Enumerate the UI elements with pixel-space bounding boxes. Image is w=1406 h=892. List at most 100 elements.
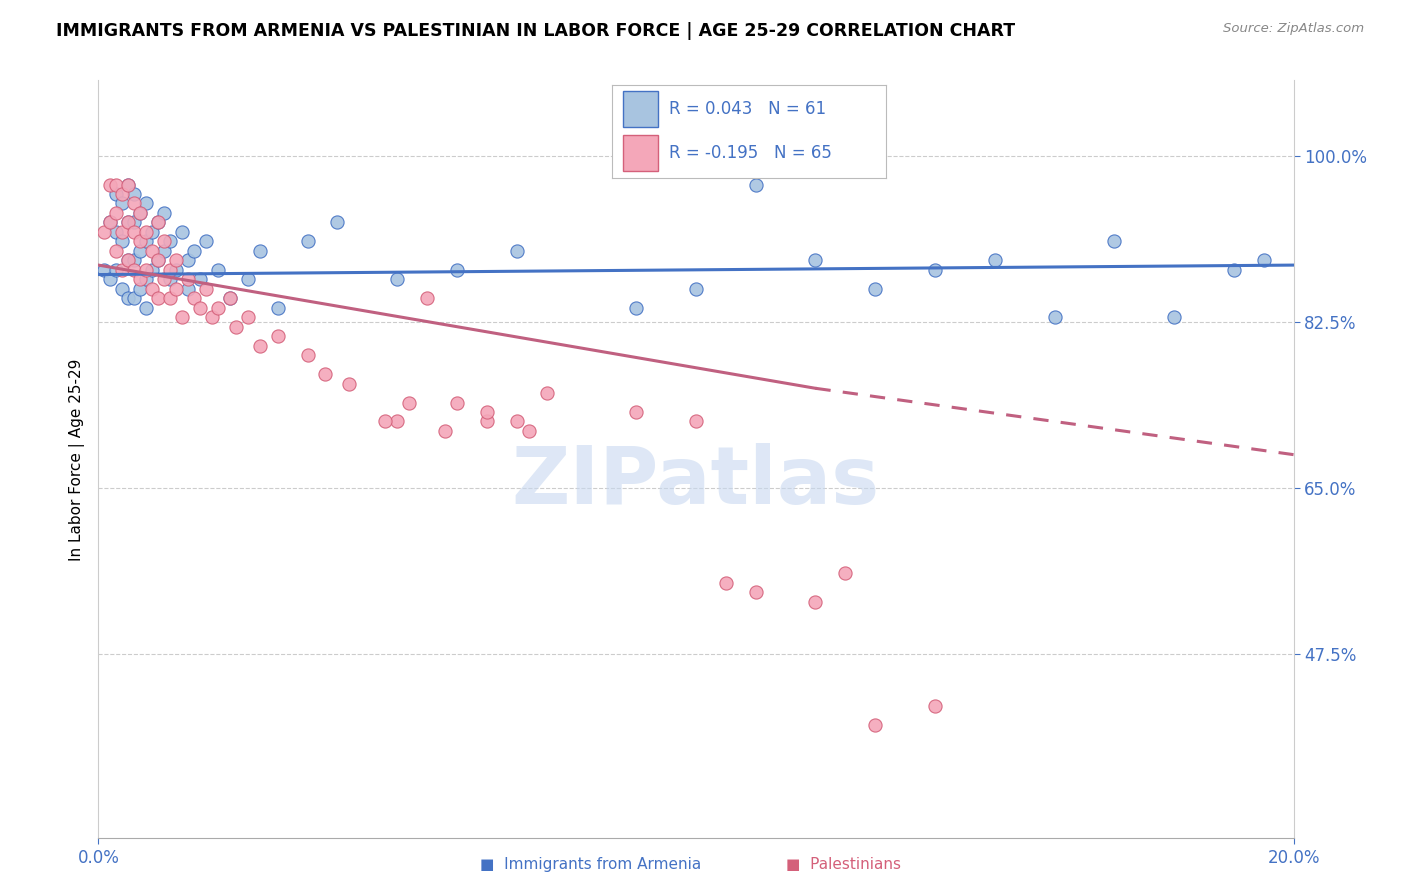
Point	[129, 282, 152, 296]
Point	[188, 272, 211, 286]
Point	[135, 263, 157, 277]
Point	[172, 225, 194, 239]
Point	[177, 272, 200, 286]
Point	[236, 310, 259, 325]
Point	[111, 263, 134, 277]
Point	[685, 415, 707, 429]
Point	[129, 206, 152, 220]
Point	[124, 263, 146, 277]
Point	[865, 282, 887, 296]
Point	[148, 215, 170, 229]
Point	[117, 253, 139, 268]
Point	[267, 301, 290, 315]
Point	[148, 253, 170, 268]
Point	[183, 291, 205, 305]
Point	[326, 215, 349, 229]
Point	[1253, 253, 1275, 268]
Point	[374, 415, 396, 429]
Point	[1163, 310, 1185, 325]
Point	[148, 291, 170, 305]
Point	[183, 244, 205, 258]
Point	[177, 253, 200, 268]
Point	[159, 235, 181, 249]
Point	[984, 253, 1007, 268]
Point	[159, 272, 181, 286]
Point	[93, 225, 115, 239]
Point	[105, 263, 128, 277]
Point	[745, 178, 768, 192]
Point	[105, 244, 128, 258]
Point	[105, 178, 128, 192]
Point	[385, 415, 409, 429]
Point	[267, 329, 290, 343]
Point	[98, 272, 122, 286]
Point	[117, 215, 139, 229]
Point	[195, 235, 218, 249]
Point	[117, 291, 139, 305]
Point	[249, 339, 271, 353]
Point	[124, 225, 146, 239]
Point	[129, 235, 152, 249]
Point	[111, 235, 134, 249]
Point	[506, 244, 529, 258]
Text: ■  Immigrants from Armenia: ■ Immigrants from Armenia	[479, 857, 702, 872]
Point	[685, 282, 707, 296]
Point	[834, 566, 856, 581]
Point	[188, 301, 211, 315]
Point	[249, 244, 271, 258]
Point	[153, 272, 176, 286]
Point	[315, 367, 337, 381]
Point	[177, 282, 200, 296]
Point	[129, 206, 152, 220]
Point	[626, 301, 648, 315]
Point	[416, 291, 439, 305]
Point	[1043, 310, 1066, 325]
Point	[148, 215, 170, 229]
Point	[714, 575, 737, 590]
Point	[111, 225, 134, 239]
Text: ZIPatlas: ZIPatlas	[512, 443, 880, 521]
Point	[135, 225, 157, 239]
Point	[105, 187, 128, 202]
Point	[172, 310, 194, 325]
Point	[141, 244, 163, 258]
Point	[745, 585, 768, 599]
Point	[117, 178, 139, 192]
Point	[124, 253, 146, 268]
Bar	[623, 91, 658, 127]
Point	[111, 196, 134, 211]
Point	[141, 263, 163, 277]
Point	[924, 698, 946, 713]
Point	[446, 263, 468, 277]
Point	[141, 225, 163, 239]
Point	[195, 282, 218, 296]
Point	[536, 386, 558, 401]
Point	[135, 235, 157, 249]
Text: Source: ZipAtlas.com: Source: ZipAtlas.com	[1223, 22, 1364, 36]
Point	[626, 405, 648, 419]
Point	[475, 415, 498, 429]
Point	[129, 272, 152, 286]
Point	[1104, 235, 1126, 249]
Point	[117, 178, 139, 192]
Point	[804, 253, 827, 268]
Point	[207, 263, 229, 277]
Point	[124, 291, 146, 305]
Point	[165, 253, 187, 268]
Point	[804, 594, 827, 608]
Point	[219, 291, 242, 305]
Point	[865, 718, 887, 732]
Point	[236, 272, 259, 286]
Point	[475, 405, 498, 419]
Point	[135, 272, 157, 286]
Point	[129, 244, 152, 258]
Text: IMMIGRANTS FROM ARMENIA VS PALESTINIAN IN LABOR FORCE | AGE 25-29 CORRELATION CH: IMMIGRANTS FROM ARMENIA VS PALESTINIAN I…	[56, 22, 1015, 40]
Text: R = 0.043   N = 61: R = 0.043 N = 61	[669, 100, 827, 118]
Point	[201, 310, 224, 325]
Point	[159, 263, 181, 277]
Point	[111, 187, 134, 202]
Point	[124, 215, 146, 229]
Point	[924, 263, 946, 277]
Text: R = -0.195   N = 65: R = -0.195 N = 65	[669, 145, 832, 162]
Point	[159, 291, 181, 305]
